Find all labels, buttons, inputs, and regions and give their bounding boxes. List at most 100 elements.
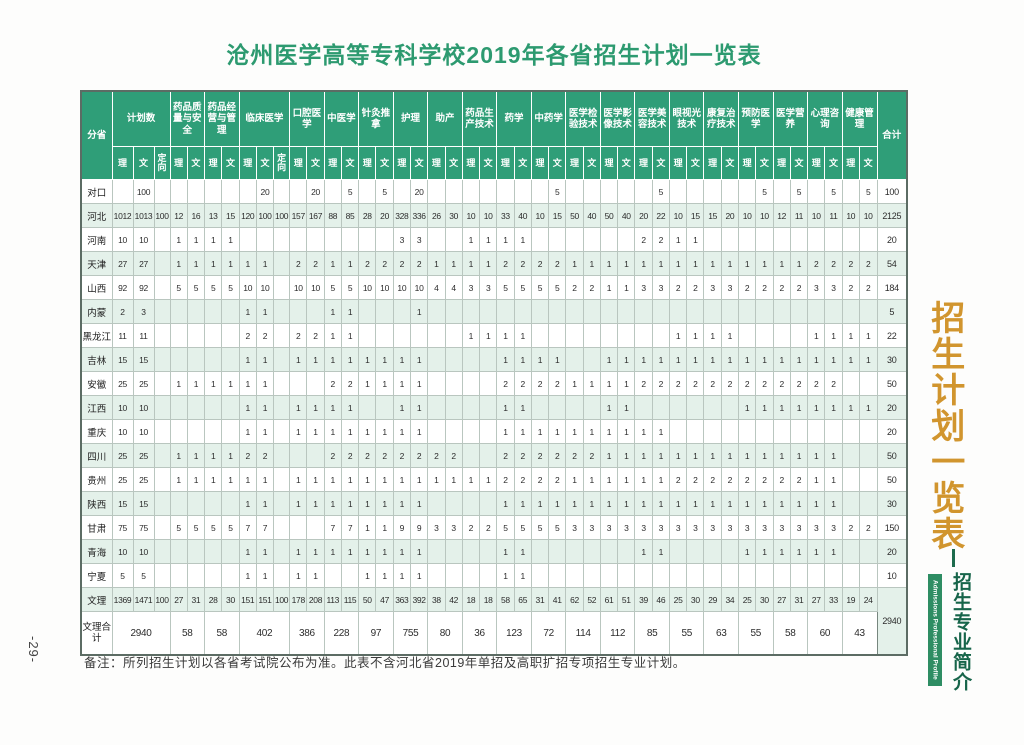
data-cell: [755, 323, 774, 348]
data-cell: 151: [238, 587, 257, 612]
data-cell: [841, 371, 860, 396]
data-cell: 12: [772, 203, 791, 228]
data-cell: [461, 395, 481, 420]
data-cell: [703, 419, 722, 444]
data-cell: 1: [238, 395, 257, 420]
data-cell: [513, 179, 532, 204]
sub-header: 文: [686, 146, 705, 180]
data-cell: [427, 179, 446, 204]
data-cell: [358, 179, 377, 204]
data-cell: 178: [289, 587, 308, 612]
data-cell: 1: [703, 323, 722, 348]
data-cell: 2: [340, 371, 360, 396]
data-cell: 1: [582, 467, 601, 492]
data-cell: [461, 539, 481, 564]
data-cell: 1: [340, 323, 360, 348]
data-cell: 30: [686, 587, 705, 612]
data-cell: 2: [444, 443, 463, 468]
data-cell: [617, 563, 636, 588]
row-total-cell: 50: [876, 371, 908, 396]
data-cell: 2: [340, 443, 360, 468]
data-cell: [772, 323, 791, 348]
data-cell: 5: [186, 275, 206, 300]
data-cell: 7: [340, 515, 360, 540]
data-cell: [306, 515, 325, 540]
data-cell: 1: [409, 371, 429, 396]
data-cell: [289, 299, 308, 324]
data-cell: 5: [789, 179, 809, 204]
data-cell: [582, 395, 601, 420]
data-cell: 1: [306, 419, 325, 444]
data-cell: [738, 299, 757, 324]
data-cell: [111, 179, 134, 204]
data-cell: [289, 515, 308, 540]
data-cell: 3: [565, 515, 584, 540]
data-cell: 52: [582, 587, 601, 612]
data-cell: 1: [599, 347, 619, 372]
data-cell: [153, 347, 171, 372]
data-cell: [186, 419, 206, 444]
data-cell: 7: [323, 515, 342, 540]
grand-total-cell: 2940: [876, 587, 908, 656]
row-label: 四川: [80, 443, 113, 468]
data-cell: 30: [221, 587, 240, 612]
data-cell: 2: [496, 443, 515, 468]
data-cell: 92: [111, 275, 134, 300]
data-cell: 15: [132, 491, 155, 516]
data-cell: [273, 539, 291, 564]
data-cell: 85: [340, 203, 360, 228]
data-cell: 2: [634, 227, 653, 252]
data-cell: [720, 539, 740, 564]
data-cell: [668, 179, 688, 204]
data-cell: 2: [289, 251, 308, 276]
data-cell: 1: [238, 251, 257, 276]
data-cell: 2: [686, 275, 705, 300]
data-cell: [289, 443, 308, 468]
data-cell: 27: [132, 251, 155, 276]
data-cell: 5: [858, 179, 878, 204]
data-cell: 5: [221, 275, 240, 300]
data-cell: 1: [755, 395, 774, 420]
data-cell: 1: [479, 323, 498, 348]
data-cell: 1: [238, 419, 257, 444]
data-cell: [444, 419, 463, 444]
data-cell: 1: [599, 371, 619, 396]
data-cell: [599, 563, 619, 588]
data-cell: [720, 227, 740, 252]
sub-header: 文: [409, 146, 429, 180]
data-cell: [273, 443, 291, 468]
data-cell: [273, 299, 291, 324]
row-label: 内蒙: [80, 299, 113, 324]
data-cell: 1: [755, 443, 774, 468]
data-cell: 31: [530, 587, 550, 612]
data-cell: 2: [513, 371, 532, 396]
data-cell: [273, 323, 291, 348]
data-cell: [530, 395, 550, 420]
row-label: 江西: [80, 395, 113, 420]
data-cell: 1: [358, 467, 377, 492]
data-cell: 1: [479, 467, 498, 492]
data-cell: 75: [132, 515, 155, 540]
row-label: 对口: [80, 179, 113, 204]
data-cell: 1: [409, 563, 429, 588]
sub-header: 文: [306, 146, 325, 180]
data-cell: [599, 539, 619, 564]
footnote: 备注：所列招生计划以各省考试院公布为准。此表不含河北省2019年单招及高职扩招专…: [84, 656, 686, 670]
data-cell: 10: [306, 275, 325, 300]
data-cell: [221, 563, 240, 588]
data-cell: 10: [111, 227, 134, 252]
data-cell: 15: [111, 347, 134, 372]
data-cell: [599, 299, 619, 324]
data-cell: [807, 179, 826, 204]
data-cell: 2: [427, 443, 446, 468]
data-cell: [738, 179, 757, 204]
data-cell: 1: [513, 563, 532, 588]
data-cell: [479, 491, 498, 516]
data-cell: 1: [186, 251, 206, 276]
data-cell: 1: [409, 491, 429, 516]
data-cell: 1: [255, 371, 275, 396]
data-cell: [444, 563, 463, 588]
data-cell: [186, 179, 206, 204]
data-cell: 1: [599, 467, 619, 492]
data-cell: 62: [565, 587, 584, 612]
